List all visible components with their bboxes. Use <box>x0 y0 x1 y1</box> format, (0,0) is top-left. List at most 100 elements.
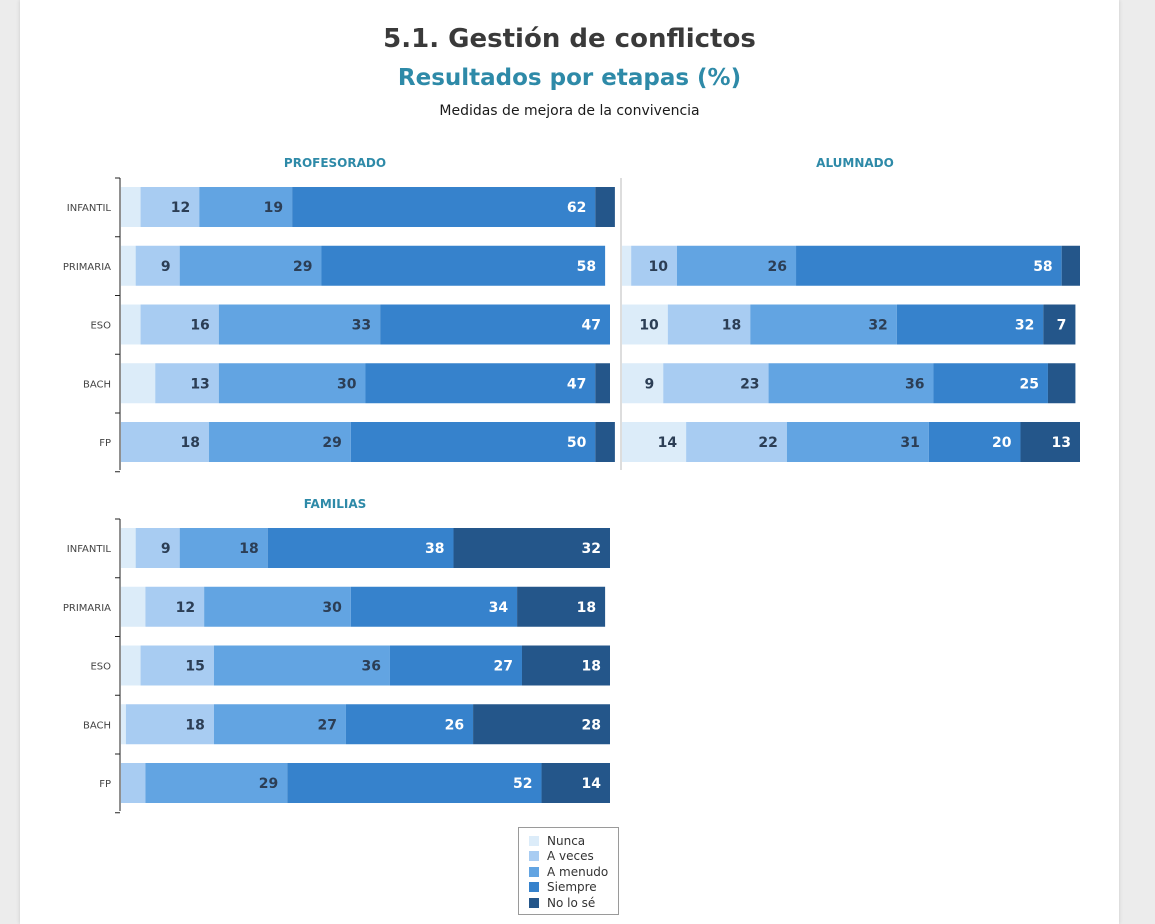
category-label: FP <box>99 779 111 790</box>
bar-segment-no-lo-s <box>453 528 610 568</box>
bar-segment-a-veces <box>155 363 219 404</box>
data-label: 25 <box>1019 376 1038 392</box>
legend-label: Siempre <box>547 880 597 895</box>
data-label: 33 <box>352 318 371 334</box>
data-label: 10 <box>648 259 668 275</box>
bar-segment-a-menudo <box>786 422 929 462</box>
bar-segment-a-menudo <box>218 363 366 404</box>
data-label: 52 <box>513 776 532 792</box>
bar-segment-a-menudo <box>750 304 897 345</box>
bar-segment-nunca <box>622 245 632 286</box>
legend-swatch-a-veces <box>529 851 539 862</box>
data-label: 29 <box>259 776 278 792</box>
bar-segment-a-veces <box>631 245 677 286</box>
category-label: INFANTIL <box>67 544 112 555</box>
bar-segment-nunca <box>121 187 141 227</box>
bar-segment-a-menudo <box>213 704 346 745</box>
bar-segment-a-veces <box>140 187 200 227</box>
data-label: 18 <box>577 600 596 616</box>
bar-segment-siempre <box>796 245 1062 286</box>
data-label: 29 <box>322 435 341 451</box>
bar-segment-a-menudo <box>145 763 288 803</box>
chart-description: Medidas de mejora de la convivencia <box>439 103 700 119</box>
bar-segment-no-lo-s <box>595 363 610 404</box>
data-label: 32 <box>582 541 601 557</box>
category-label: ESO <box>90 321 111 332</box>
bar-segment-a-menudo <box>209 422 351 462</box>
bar-segment-a-menudo <box>218 304 381 345</box>
bar-segment-no-lo-s <box>1061 245 1080 286</box>
bar-segment-a-veces <box>686 422 787 462</box>
bar-segment-nunca <box>121 645 141 686</box>
legend-label: A veces <box>547 849 594 864</box>
data-label: 47 <box>567 376 586 392</box>
data-label: 58 <box>577 259 596 275</box>
bar-segment-nunca <box>622 363 664 404</box>
bar-segment-siempre <box>365 363 596 404</box>
bar-segment-a-menudo <box>768 363 934 404</box>
bar-segment-no-lo-s <box>1020 422 1080 462</box>
bar-segment-nunca <box>121 586 146 627</box>
data-label: 20 <box>992 435 1012 451</box>
bar-segment-a-veces <box>140 645 214 686</box>
bar-segment-a-veces <box>135 528 180 568</box>
data-label: 18 <box>582 659 601 675</box>
category-label: BACH <box>83 720 111 731</box>
bar-segment-nunca <box>121 363 156 404</box>
data-label: 15 <box>185 659 204 675</box>
bar-segment-nunca <box>622 422 687 462</box>
data-label: 62 <box>567 200 586 216</box>
data-label: 50 <box>567 435 587 451</box>
legend-item: No lo sé <box>529 895 618 911</box>
bar-segment-siempre <box>380 304 610 345</box>
bar-segment-nunca <box>121 704 126 745</box>
legend-swatch-siempre <box>529 882 539 893</box>
bar-segment-a-veces <box>140 304 219 345</box>
legend-swatch-no-lo-se <box>529 897 539 908</box>
bar-segment-a-menudo <box>213 645 390 686</box>
data-label: 38 <box>425 541 444 557</box>
data-label: 9 <box>644 376 654 392</box>
data-label: 9 <box>161 541 171 557</box>
data-label: 31 <box>900 435 919 451</box>
legend-swatch-nunca <box>529 835 539 846</box>
category-label: PRIMARIA <box>63 603 111 614</box>
legend-swatch-a-menudo <box>529 866 539 877</box>
data-label: 16 <box>190 318 209 334</box>
bar-segment-no-lo-s <box>595 422 615 462</box>
bar-segment-no-lo-s <box>521 645 610 686</box>
data-label: 18 <box>722 318 741 334</box>
data-label: 47 <box>582 318 601 334</box>
data-label: 32 <box>1015 318 1034 334</box>
data-label: 30 <box>337 376 357 392</box>
data-label: 18 <box>185 717 204 733</box>
data-label: 23 <box>740 376 759 392</box>
category-label: INFANTIL <box>67 203 112 214</box>
legend-item: A menudo <box>529 864 618 880</box>
data-label: 18 <box>239 541 258 557</box>
data-label: 13 <box>1052 435 1071 451</box>
data-label: 26 <box>445 717 464 733</box>
data-label: 36 <box>905 376 924 392</box>
bar-segment-a-menudo <box>199 187 293 227</box>
chart-title: PROFESORADO <box>284 156 386 170</box>
category-label: PRIMARIA <box>63 262 111 273</box>
bar-segment-no-lo-s <box>541 763 610 803</box>
legend-item: Nunca <box>529 833 618 849</box>
data-label: 14 <box>582 776 602 792</box>
bar-segment-nunca <box>121 245 136 286</box>
data-label: 13 <box>190 376 209 392</box>
bar-segment-a-veces <box>125 704 214 745</box>
chart-title: FAMILIAS <box>304 497 367 511</box>
bar-segment-a-veces <box>121 763 146 803</box>
bar-segment-siempre <box>896 304 1044 345</box>
data-label: 14 <box>658 435 678 451</box>
chart-legend: Nunca A veces A menudo Siempre No lo sé <box>518 827 619 915</box>
bar-segment-a-menudo <box>676 245 797 286</box>
data-label: 28 <box>582 717 601 733</box>
legend-label: A menudo <box>547 864 609 879</box>
legend-label: Nunca <box>547 833 586 848</box>
legend-item: A veces <box>529 849 618 865</box>
bar-segment-siempre <box>928 422 1021 462</box>
